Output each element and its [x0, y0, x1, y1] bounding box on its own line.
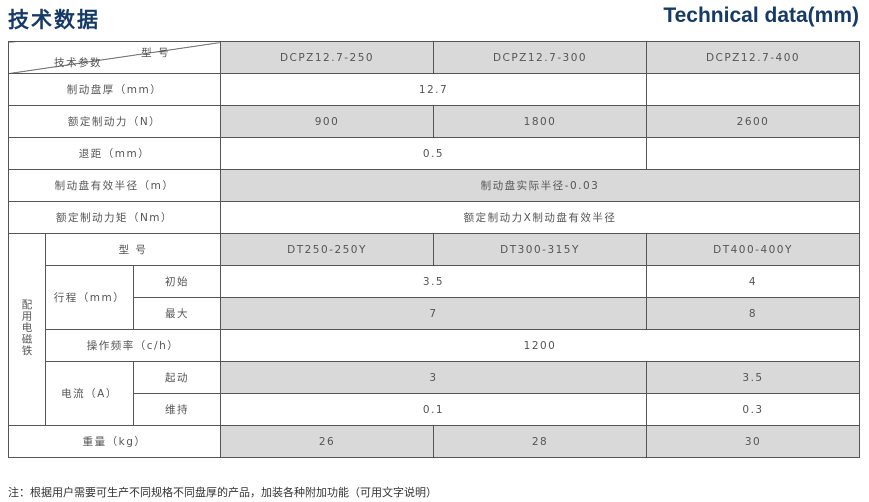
table-row-header: 型 号技术参数 DCPZ12.7-250 DCPZ12.7-300 DCPZ12… — [7, 41, 861, 74]
cell: 制动盘实际半径-0.03 — [220, 169, 861, 202]
cell — [646, 73, 861, 106]
cell: 900 — [220, 105, 435, 138]
cell: 额定制动力X制动盘有效半径 — [220, 201, 861, 234]
row-label: 重量（kg） — [7, 425, 222, 458]
sub-label: 最大 — [132, 297, 222, 330]
cell: 0.1 — [220, 393, 648, 426]
cell — [646, 137, 861, 170]
cell: 0.5 — [220, 137, 648, 170]
cell: 3.5 — [220, 265, 648, 298]
model-header: DCPZ12.7-400 — [646, 41, 861, 74]
table-row: 重量（kg） 26 28 30 — [7, 425, 861, 458]
cell: 1200 — [220, 329, 861, 362]
cell: 1800 — [433, 105, 648, 138]
table-row: 额定制动力（N） 900 1800 2600 — [7, 105, 861, 138]
table-row: 最大 7 8 — [9, 297, 861, 330]
row-label: 制动盘厚（mm） — [7, 73, 222, 106]
row-label: 制动盘有效半径（m） — [7, 169, 222, 202]
table-row: 制动盘有效半径（m） 制动盘实际半径-0.03 — [7, 169, 861, 202]
magnet-group-text: 配用电磁铁 — [20, 299, 33, 357]
table-row: 维持 0.1 0.3 — [9, 393, 861, 426]
cell: 2600 — [646, 105, 861, 138]
table-row: 额定制动力矩（Nm） 额定制动力X制动盘有效半径 — [7, 201, 861, 234]
table-row: 电流（A） 起动 3 3.5 — [9, 361, 861, 426]
cell: DT400-400Y — [646, 233, 861, 266]
page-title-cn: 技术数据 — [8, 8, 100, 32]
row-label: 型 号 — [44, 233, 222, 266]
cell: 3 — [220, 361, 648, 394]
sub-label: 初始 — [132, 265, 222, 298]
row-label: 额定制动力（N） — [7, 105, 222, 138]
cell: 12.7 — [220, 73, 648, 106]
footnote: 注：根据用户需要可生产不同规格不同盘厚的产品，加装各种附加功能（可用文字说明） — [8, 486, 437, 499]
row-label: 操作频率（c/h） — [44, 329, 222, 362]
table-row: 制动盘厚（mm） 12.7 — [7, 73, 861, 106]
cell: DT250-250Y — [220, 233, 435, 266]
cell: 0.3 — [646, 393, 861, 426]
model-header: DCPZ12.7-300 — [433, 41, 648, 74]
table-row: 配用电磁铁 型 号 DT250-250Y DT300-315Y DT400-40… — [8, 233, 861, 426]
corner-model-label: 型 号 — [141, 47, 171, 59]
cell: 4 — [646, 265, 861, 298]
cell: 30 — [646, 425, 861, 458]
row-label: 行程（mm） — [45, 265, 134, 330]
cell: DT300-315Y — [433, 233, 648, 266]
table-row: 操作频率（c/h） 1200 — [9, 329, 861, 362]
cell: 26 — [220, 425, 435, 458]
cell: 28 — [433, 425, 648, 458]
cell: 3.5 — [646, 361, 861, 394]
tech-data-table: 型 号技术参数 DCPZ12.7-250 DCPZ12.7-300 DCPZ12… — [7, 41, 861, 458]
row-label: 额定制动力矩（Nm） — [7, 201, 222, 234]
cell: 7 — [220, 297, 648, 330]
sub-label: 维持 — [132, 393, 222, 426]
model-header: DCPZ12.7-250 — [220, 41, 435, 74]
row-label: 电流（A） — [45, 361, 134, 426]
row-label: 退距（mm） — [7, 137, 222, 170]
magnet-group-label: 配用电磁铁 — [8, 233, 46, 426]
corner-header: 型 号技术参数 — [7, 41, 222, 74]
sub-label: 起动 — [132, 361, 222, 394]
cell: 8 — [646, 297, 861, 330]
corner-param-label: 技术参数 — [54, 57, 102, 69]
page-title-en: Technical data(mm) — [663, 4, 859, 27]
table-row: 行程（mm） 初始 3.5 4 — [9, 265, 861, 330]
table-row: 退距（mm） 0.5 — [7, 137, 861, 170]
